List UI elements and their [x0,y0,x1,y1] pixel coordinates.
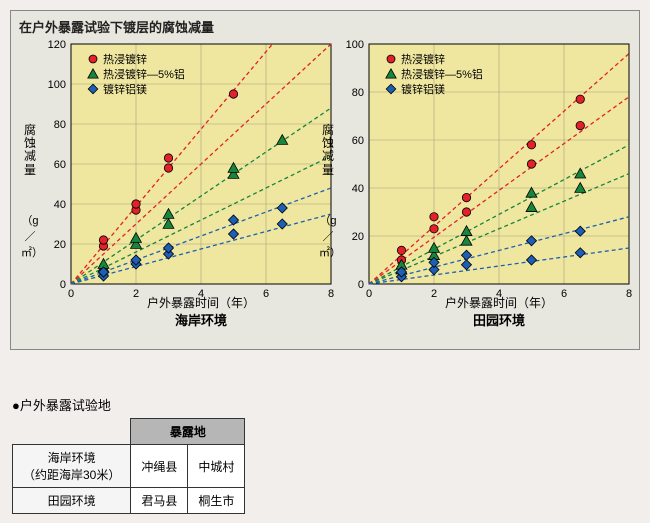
svg-text:热浸镀锌: 热浸镀锌 [401,52,445,66]
svg-text:0: 0 [60,279,66,291]
svg-text:20: 20 [54,239,66,251]
table-cell: 冲绳县 [131,445,188,488]
svg-text:120: 120 [48,39,66,51]
svg-text:20: 20 [352,231,364,243]
subplot-coastal: 腐蚀减量 （g／㎡） 02468020406080100120热浸镀锌热浸镀锌—… [71,44,331,284]
table-row-head: 海岸环境 （约距海岸30米） [13,445,131,488]
svg-text:热浸镀锌—5%铝: 热浸镀锌—5%铝 [103,67,185,81]
x-axis-label: 户外暴露时间（年） [71,294,331,311]
table-header: 暴露地 [131,419,245,445]
svg-text:热浸镀锌: 热浸镀锌 [103,52,147,66]
svg-text:40: 40 [54,199,66,211]
table-row-head: 田园环境 [13,488,131,514]
svg-text:60: 60 [54,159,66,171]
table-row: 海岸环境 （约距海岸30米） 冲绳县 中城村 [13,445,245,488]
table-row: 田园环境 君马县 桐生市 [13,488,245,514]
exposure-table: 暴露地 海岸环境 （约距海岸30米） 冲绳县 中城村 田园环境 君马县 桐生市 [12,418,245,514]
chart-area: 在户外暴露试验下镀层的腐蚀减量 腐蚀减量 （g／㎡） 0246802040608… [10,10,640,350]
table-row: 暴露地 [13,419,245,445]
chart-svg-right: 02468020406080100热浸镀锌热浸镀锌—5%铝镀锌铝镁 [369,44,629,284]
table-cell: 桐生市 [188,488,245,514]
svg-text:镀锌铝镁: 镀锌铝镁 [103,82,147,96]
subplot-rural: 腐蚀减量 （g／㎡） 02468020406080100热浸镀锌热浸镀锌—5%铝… [369,44,629,284]
y-axis-unit: （g／㎡） [21,212,39,260]
svg-text:100: 100 [48,79,66,91]
svg-text:80: 80 [54,119,66,131]
table-section-title: ●户外暴露试验地 [12,395,111,414]
env-label-right: 田园环境 [369,310,629,329]
svg-text:0: 0 [358,279,364,291]
y-axis-label: 腐蚀减量 [319,124,337,177]
svg-text:40: 40 [352,183,364,195]
table-cell: 中城村 [188,445,245,488]
y-axis-unit: （g／㎡） [319,212,337,260]
page-root: 在户外暴露试验下镀层的腐蚀减量 腐蚀减量 （g／㎡） 0246802040608… [0,0,650,523]
svg-text:60: 60 [352,135,364,147]
env-label-left: 海岸环境 [71,310,331,329]
chart-svg-left: 02468020406080100120热浸镀锌热浸镀锌—5%铝镀锌铝镁 [71,44,331,284]
svg-text:100: 100 [346,39,364,51]
y-axis-label: 腐蚀减量 [21,124,39,177]
chart-title: 在户外暴露试验下镀层的腐蚀减量 [19,17,214,36]
x-axis-label: 户外暴露时间（年） [369,294,629,311]
svg-text:镀锌铝镁: 镀锌铝镁 [401,82,445,96]
svg-text:80: 80 [352,87,364,99]
table-cell: 君马县 [131,488,188,514]
svg-text:热浸镀锌—5%铝: 热浸镀锌—5%铝 [401,67,483,81]
